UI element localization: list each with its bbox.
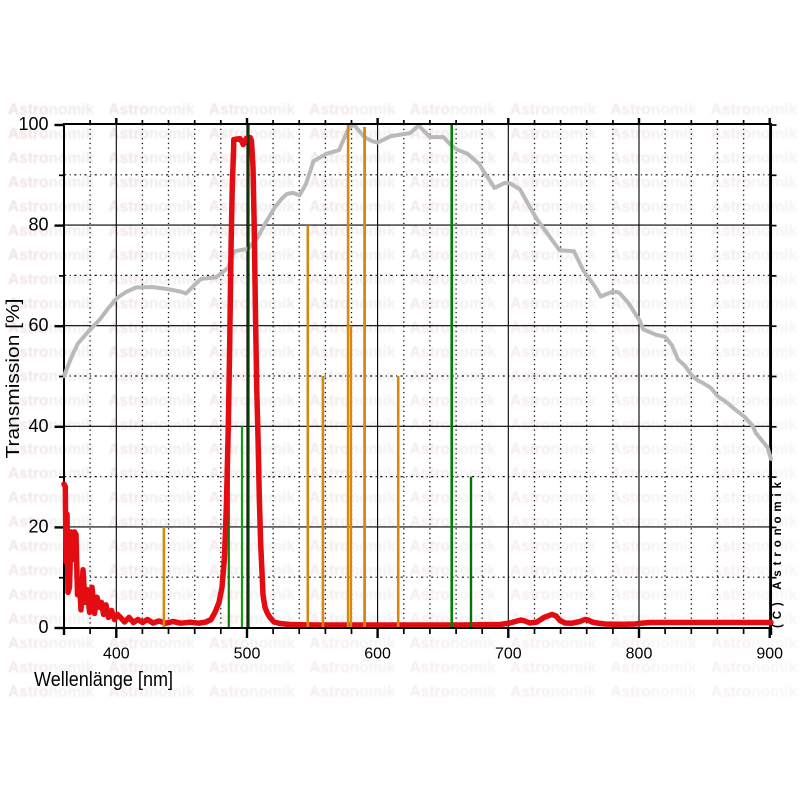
svg-text:20: 20 xyxy=(28,516,48,536)
svg-text:400: 400 xyxy=(103,646,130,663)
svg-text:80: 80 xyxy=(28,215,48,235)
svg-text:Transmission [%]: Transmission [%] xyxy=(3,299,23,459)
svg-text:40: 40 xyxy=(28,416,48,436)
svg-text:700: 700 xyxy=(495,646,522,663)
svg-text:900: 900 xyxy=(756,646,783,663)
svg-text:600: 600 xyxy=(364,646,391,663)
svg-text:500: 500 xyxy=(234,646,261,663)
svg-text:800: 800 xyxy=(626,646,653,663)
svg-text:Wellenlänge [nm]: Wellenlänge [nm] xyxy=(34,668,173,691)
svg-text:100: 100 xyxy=(18,114,48,134)
svg-text:0: 0 xyxy=(38,617,48,637)
svg-text:(C) Astronomik: (C) Astronomik xyxy=(772,481,784,628)
svg-text:60: 60 xyxy=(28,315,48,335)
